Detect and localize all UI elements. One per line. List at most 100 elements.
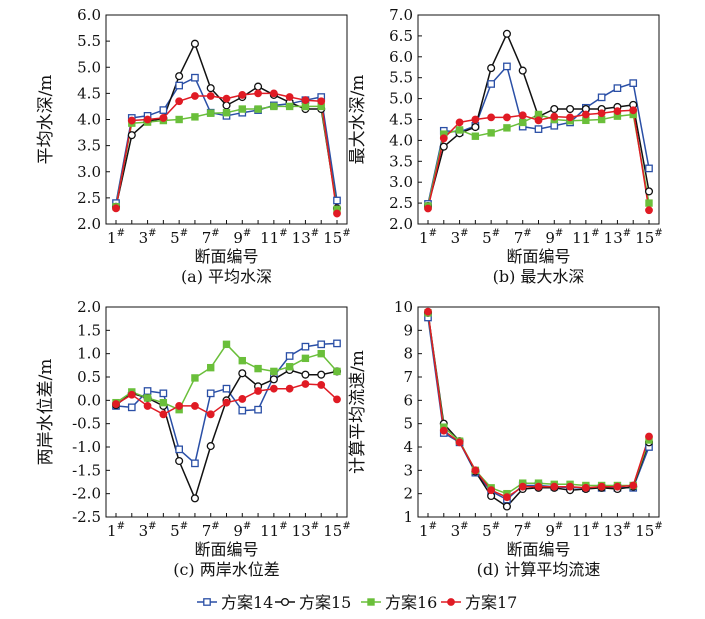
y-tick-label: 6.0 (77, 6, 101, 24)
y-tick-label: 1.0 (77, 345, 101, 363)
data-point (455, 118, 464, 127)
x-tick-label: 11# (572, 228, 599, 247)
y-tick-label: 2.5 (389, 194, 413, 212)
x-tick-label: 5# (482, 228, 500, 247)
data-point (238, 406, 247, 415)
data-point (471, 132, 480, 140)
x-tick-label: 15# (323, 228, 350, 247)
x-tick-label: 3# (139, 521, 157, 540)
data-point (238, 105, 246, 113)
data-point (301, 380, 310, 388)
x-tick-label: 9# (233, 228, 251, 247)
data-point (566, 113, 574, 122)
data-point (191, 374, 199, 382)
data-point (534, 482, 543, 491)
data-point (503, 113, 511, 122)
y-tick-label: 3.0 (77, 163, 101, 181)
x-tick-label: 3# (451, 228, 469, 247)
data-point (439, 142, 448, 151)
x-axis-label: 断面编号 (194, 247, 258, 266)
y-tick-label: 2.0 (77, 215, 101, 233)
y-tick-label: 5.0 (389, 90, 413, 108)
x-axis-label: 断面编号 (506, 247, 570, 266)
legend-item: 方案16 (361, 593, 437, 612)
data-point (503, 124, 511, 132)
y-tick-label: 5.0 (77, 58, 101, 76)
y-tick-label: 5.5 (77, 32, 101, 50)
y-tick-label: 0.0 (77, 391, 101, 409)
data-point (518, 66, 527, 75)
panel-1: 7.0 6.5 6.0 5.5 5.0 4.5 4.0 3.5 3.0 2.5 2.0 1# 3# 5# 7… (348, 6, 663, 286)
y-tick-label: 1 (403, 508, 413, 526)
data-point (333, 395, 341, 404)
y-axis-label: 最大水深/m (348, 75, 368, 165)
data-point (645, 164, 653, 173)
x-tick-label: 1# (419, 521, 437, 540)
data-point (159, 410, 168, 419)
legend-marker (203, 598, 211, 606)
series-line (427, 317, 650, 501)
x-tick-label: 15# (635, 228, 662, 247)
data-point (317, 370, 326, 379)
data-point (503, 62, 511, 71)
data-point (159, 114, 168, 122)
data-point (191, 459, 199, 468)
x-tick-label: 9# (545, 521, 563, 540)
x-tick-label: 1# (107, 228, 125, 247)
data-point (127, 403, 136, 412)
data-point (471, 466, 480, 475)
x-tick-label: 15# (323, 521, 350, 540)
data-point (159, 389, 168, 398)
data-point (502, 29, 511, 38)
data-point (487, 113, 496, 122)
data-point (127, 116, 136, 125)
series-line (427, 312, 650, 508)
data-point (175, 456, 184, 466)
y-tick-label: 2.5 (77, 189, 101, 207)
panel-2: 2.0 1.5 1.0 0.5 0.0 -0.5 -1.0 -1.5 -2.0 -2.5 1# 3# 5… (36, 298, 351, 579)
data-point (645, 432, 653, 441)
data-point (487, 64, 496, 73)
data-point (285, 102, 294, 111)
data-point (550, 105, 559, 114)
data-point (254, 105, 262, 113)
data-point (191, 73, 199, 82)
y-tick-label: 10 (394, 298, 413, 316)
data-point (191, 113, 199, 121)
data-point (597, 93, 606, 102)
data-point (317, 340, 326, 349)
y-tick-label: -1.0 (72, 438, 101, 456)
x-tick-label: 7# (202, 228, 220, 247)
x-tick-label: 13# (292, 228, 319, 247)
data-point (270, 102, 278, 111)
x-tick-label: 5# (170, 228, 188, 247)
data-point (175, 402, 184, 410)
legend: 方案14 方案15 方案16 方案17 (197, 593, 517, 612)
data-point (254, 364, 262, 373)
data-point (333, 196, 341, 205)
data-point (502, 502, 511, 511)
y-tick-label: 3 (403, 461, 413, 479)
data-point (159, 398, 168, 407)
data-point (471, 122, 480, 132)
x-tick-label: 7# (514, 228, 532, 247)
x-tick-label: 15# (635, 521, 662, 540)
data-point (487, 129, 495, 137)
data-point (534, 116, 543, 125)
y-tick-label: -2.0 (72, 485, 101, 503)
data-point (285, 93, 294, 101)
legend-label: 方案16 (385, 593, 437, 612)
data-point (566, 482, 574, 491)
data-point (439, 426, 448, 435)
data-point (550, 112, 559, 121)
data-point (581, 483, 590, 492)
data-point (175, 445, 183, 454)
data-point (455, 126, 464, 134)
y-tick-label: 6 (403, 391, 413, 409)
data-point (285, 352, 294, 360)
data-point (487, 80, 495, 88)
legend-marker (447, 598, 455, 606)
data-point (471, 115, 480, 124)
data-point (613, 107, 622, 116)
panel-caption: (d) 计算平均流速 (477, 560, 601, 579)
